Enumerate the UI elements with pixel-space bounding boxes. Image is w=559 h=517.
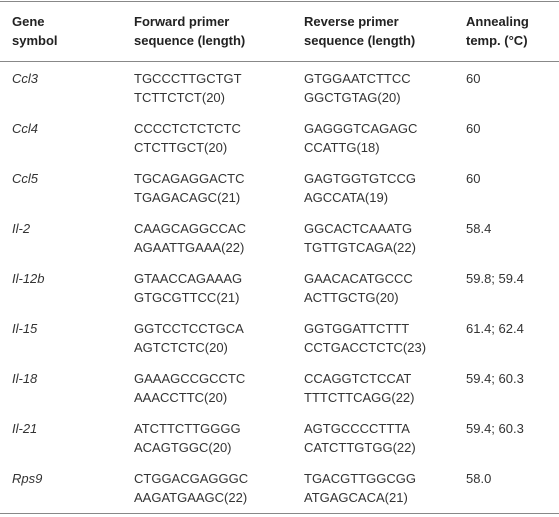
gene-symbol: Ccl4: [12, 121, 39, 136]
cell: AAACCTTC(20): [134, 390, 228, 405]
cell: 59.8; 59.4: [466, 271, 524, 286]
cell: ATCTTCTTGGGG: [134, 421, 241, 436]
header-cell: Gene: [12, 14, 45, 29]
cell: CTCTTGCT(20): [134, 140, 228, 155]
cell: GAGTGGTGTCCG: [304, 171, 416, 186]
cell: CTGGACGAGGGC: [134, 471, 249, 486]
cell: CAAGCAGGCCAC: [134, 221, 246, 236]
cell: TGTTGTCAGA(22): [304, 240, 416, 255]
cell: GTGGAATCTTCC: [304, 71, 411, 86]
cell: CATCTTGTGG(22): [304, 440, 416, 455]
bottom-rule: [0, 513, 559, 514]
cell: 58.0: [466, 471, 492, 486]
cell: TGCCCTTGCTGT: [134, 71, 242, 86]
cell: GGCTGTAG(20): [304, 90, 401, 105]
header-cell: sequence (length): [304, 33, 416, 48]
cell: AGTGCCCCTTTA: [304, 421, 410, 436]
cell: GTGCGTTCC(21): [134, 290, 240, 305]
gene-symbol: Rps9: [12, 471, 43, 486]
gene-symbol: Il-21: [12, 421, 38, 436]
cell: GGTCCTCCTGCA: [134, 321, 244, 336]
cell: CCAGGTCTCCAT: [304, 371, 412, 386]
cell: 60: [466, 121, 481, 136]
cell: AGAATTGAAA(22): [134, 240, 245, 255]
cell: GAACACATGCCC: [304, 271, 413, 286]
cell: TGACGTTGGCGG: [304, 471, 416, 486]
cell: 58.4: [466, 221, 492, 236]
cell: 60: [466, 71, 481, 86]
cell: ACAGTGGC(20): [134, 440, 232, 455]
cell: GGCACTCAAATG: [304, 221, 413, 236]
header-cell: Reverse primer: [304, 14, 399, 29]
cell: TGAGACAGC(21): [134, 190, 241, 205]
cell: ACTTGCTG(20): [304, 290, 399, 305]
cell: 59.4; 60.3: [466, 371, 524, 386]
gene-symbol: Il-2: [12, 221, 31, 236]
cell: CCTGACCTCTC(23): [304, 340, 427, 355]
header-rule: [0, 61, 559, 62]
gene-symbol: Ccl3: [12, 71, 39, 86]
top-rule: [0, 1, 559, 2]
cell: AGTCTCTC(20): [134, 340, 228, 355]
cell: TCTTCTCT(20): [134, 90, 225, 105]
header-cell: Forward primer: [134, 14, 230, 29]
cell: GAGGGTCAGAGC: [304, 121, 418, 136]
header-cell: Annealing: [466, 14, 529, 29]
cell: CCCCTCTCTCTC: [134, 121, 241, 136]
gene-symbol: Il-18: [12, 371, 38, 386]
header-cell: sequence (length): [134, 33, 246, 48]
cell: ATGAGCACA(21): [304, 490, 408, 505]
cell: AGCCATA(19): [304, 190, 389, 205]
cell: 60: [466, 171, 481, 186]
cell: CCATTG(18): [304, 140, 380, 155]
cell: AAGATGAAGC(22): [134, 490, 248, 505]
cell: TGCAGAGGACTC: [134, 171, 245, 186]
cell: TTTCTTCAGG(22): [304, 390, 415, 405]
gene-symbol: Ccl5: [12, 171, 39, 186]
cell: GAAAGCCGCCTC: [134, 371, 246, 386]
header-cell: temp. (°C): [466, 33, 528, 48]
gene-symbol: Il-15: [12, 321, 38, 336]
cell: GTAACCAGAAAG: [134, 271, 243, 286]
cell: 59.4; 60.3: [466, 421, 524, 436]
header-cell: symbol: [12, 33, 58, 48]
cell: GGTGGATTCTTT: [304, 321, 410, 336]
cell: 61.4; 62.4: [466, 321, 524, 336]
gene-symbol: Il-12b: [12, 271, 45, 286]
